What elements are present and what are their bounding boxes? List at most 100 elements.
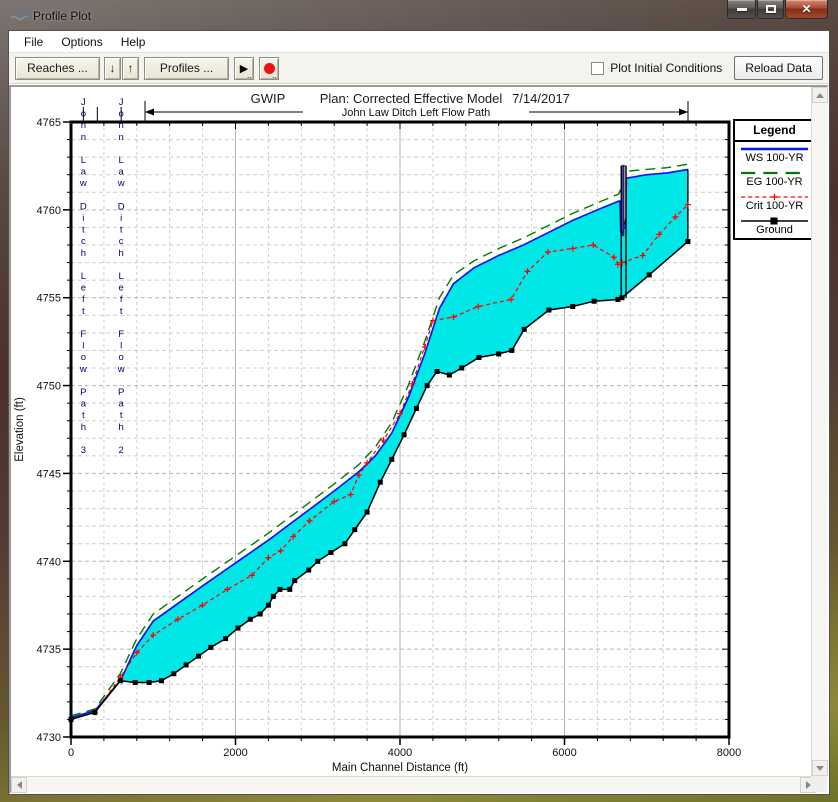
svg-text:o: o bbox=[81, 109, 86, 120]
profiles-button[interactable]: Profiles ... bbox=[144, 56, 229, 80]
vertical-scrollbar[interactable] bbox=[811, 87, 828, 776]
svg-text:o: o bbox=[119, 109, 124, 120]
svg-text:F: F bbox=[80, 329, 86, 340]
chart-svg: 0 2000 4000 6000 8000 4730 4735 4740 4745 4750 475… bbox=[14, 91, 741, 774]
svg-text:l: l bbox=[82, 341, 84, 352]
play-icon: ▶ bbox=[239, 62, 249, 75]
ws-line-sample bbox=[741, 147, 808, 151]
svg-text:Main Channel Distance (ft): Main Channel Distance (ft) bbox=[332, 762, 468, 774]
svg-text:a: a bbox=[81, 167, 87, 178]
scroll-left-button[interactable] bbox=[11, 777, 27, 793]
legend-entry-ws: WS 100-YR bbox=[735, 142, 814, 166]
scroll-up-icon bbox=[816, 92, 824, 98]
svg-text:w: w bbox=[79, 178, 87, 189]
crit-line-sample bbox=[741, 194, 808, 200]
animate-button[interactable]: ▶ .. bbox=[234, 56, 254, 80]
horizontal-scrollbar[interactable] bbox=[11, 776, 816, 793]
reaches-button[interactable]: Reaches ... bbox=[15, 56, 100, 80]
close-icon: ✕ bbox=[801, 2, 812, 16]
svg-text:L: L bbox=[119, 271, 124, 282]
close-button[interactable]: ✕ bbox=[785, 0, 828, 19]
window-title: Profile Plot bbox=[33, 8, 92, 23]
legend-label: Crit 100-YR bbox=[745, 200, 804, 212]
svg-text:P: P bbox=[80, 387, 86, 398]
svg-text:i: i bbox=[82, 213, 84, 224]
plot-client: 0 2000 4000 6000 8000 4730 4735 4740 4745 4750 475… bbox=[9, 85, 829, 794]
svg-text:D: D bbox=[118, 201, 125, 212]
svg-text:h: h bbox=[119, 248, 124, 259]
svg-text:c: c bbox=[119, 236, 124, 247]
svg-text:F: F bbox=[118, 329, 124, 340]
svg-text:t: t bbox=[82, 410, 85, 421]
svg-text:0: 0 bbox=[68, 747, 74, 759]
svg-text:t: t bbox=[120, 306, 123, 317]
ground-line-sample bbox=[741, 217, 808, 225]
arrow-down-icon: ↓ bbox=[109, 61, 116, 75]
svg-text:h: h bbox=[119, 120, 124, 131]
svg-text:4755: 4755 bbox=[37, 293, 61, 305]
reload-data-button[interactable]: Reload Data bbox=[734, 56, 823, 80]
svg-text:w: w bbox=[79, 364, 87, 375]
scroll-up-button[interactable] bbox=[812, 87, 828, 103]
reach-up-button[interactable]: ↑ bbox=[122, 56, 139, 80]
menubar: File Options Help bbox=[9, 31, 829, 53]
svg-text:John Law Ditch Left Flow Path: John Law Ditch Left Flow Path bbox=[342, 107, 491, 119]
svg-text:J: J bbox=[81, 97, 86, 108]
svg-text:t: t bbox=[82, 306, 85, 317]
svg-text:P: P bbox=[118, 387, 124, 398]
reach-down-button[interactable]: ↓ bbox=[104, 56, 121, 80]
svg-text:h: h bbox=[81, 120, 86, 131]
scroll-down-button[interactable] bbox=[812, 760, 828, 776]
svg-text:D: D bbox=[80, 201, 87, 212]
scroll-right-icon bbox=[805, 781, 811, 789]
svg-text:2: 2 bbox=[119, 445, 124, 456]
svg-text:6000: 6000 bbox=[552, 747, 576, 759]
svg-text:e: e bbox=[119, 283, 124, 294]
svg-text:Elevation (ft): Elevation (ft) bbox=[14, 397, 26, 462]
svg-text:4745: 4745 bbox=[37, 468, 61, 480]
svg-text:e: e bbox=[81, 283, 86, 294]
plot-initial-conditions-checkbox[interactable] bbox=[591, 61, 605, 75]
menu-help[interactable]: Help bbox=[120, 34, 146, 49]
scrollbar-corner bbox=[811, 776, 827, 792]
eg-line-sample bbox=[741, 171, 808, 175]
svg-text:n: n bbox=[119, 132, 124, 143]
chart-legend: Legend WS 100-YR EG 100-YR Crit 100-YR bbox=[733, 119, 816, 240]
svg-text:4735: 4735 bbox=[37, 644, 61, 656]
titlebar: Profile Plot ✕ bbox=[8, 0, 830, 29]
svg-text:i: i bbox=[120, 213, 122, 224]
svg-text:J: J bbox=[119, 97, 124, 108]
svg-text:a: a bbox=[119, 399, 125, 410]
svg-text:w: w bbox=[117, 364, 125, 375]
svg-text:4765: 4765 bbox=[37, 117, 61, 129]
svg-text:t: t bbox=[82, 225, 85, 236]
svg-text:4000: 4000 bbox=[388, 747, 412, 759]
minimize-icon bbox=[736, 7, 747, 11]
svg-text:l: l bbox=[120, 341, 122, 352]
legend-entry-eg: EG 100-YR bbox=[735, 166, 814, 190]
record-button[interactable]: .. bbox=[259, 56, 279, 80]
svg-text:w: w bbox=[117, 178, 125, 189]
legend-label: WS 100-YR bbox=[745, 152, 804, 164]
plot-initial-conditions-label: Plot Initial Conditions bbox=[610, 61, 723, 75]
svg-text:7/14/2017: 7/14/2017 bbox=[512, 91, 570, 106]
svg-text:8000: 8000 bbox=[717, 747, 741, 759]
menu-options[interactable]: Options bbox=[61, 34, 103, 49]
menu-file[interactable]: File bbox=[24, 34, 44, 49]
svg-text:a: a bbox=[119, 167, 125, 178]
play-dots: .. bbox=[246, 69, 252, 80]
svg-text:L: L bbox=[119, 155, 124, 166]
svg-text:t: t bbox=[120, 410, 123, 421]
legend-title: Legend bbox=[735, 121, 814, 142]
maximize-button[interactable] bbox=[757, 0, 784, 19]
svg-text:a: a bbox=[81, 399, 87, 410]
svg-text:3: 3 bbox=[81, 445, 86, 456]
svg-text:2000: 2000 bbox=[223, 747, 247, 759]
legend-entry-crit: Crit 100-YR bbox=[735, 190, 814, 214]
svg-text:h: h bbox=[119, 422, 124, 433]
svg-text:L: L bbox=[81, 271, 86, 282]
svg-text:n: n bbox=[81, 132, 86, 143]
svg-text:h: h bbox=[81, 248, 86, 259]
minimize-button[interactable] bbox=[727, 0, 756, 19]
